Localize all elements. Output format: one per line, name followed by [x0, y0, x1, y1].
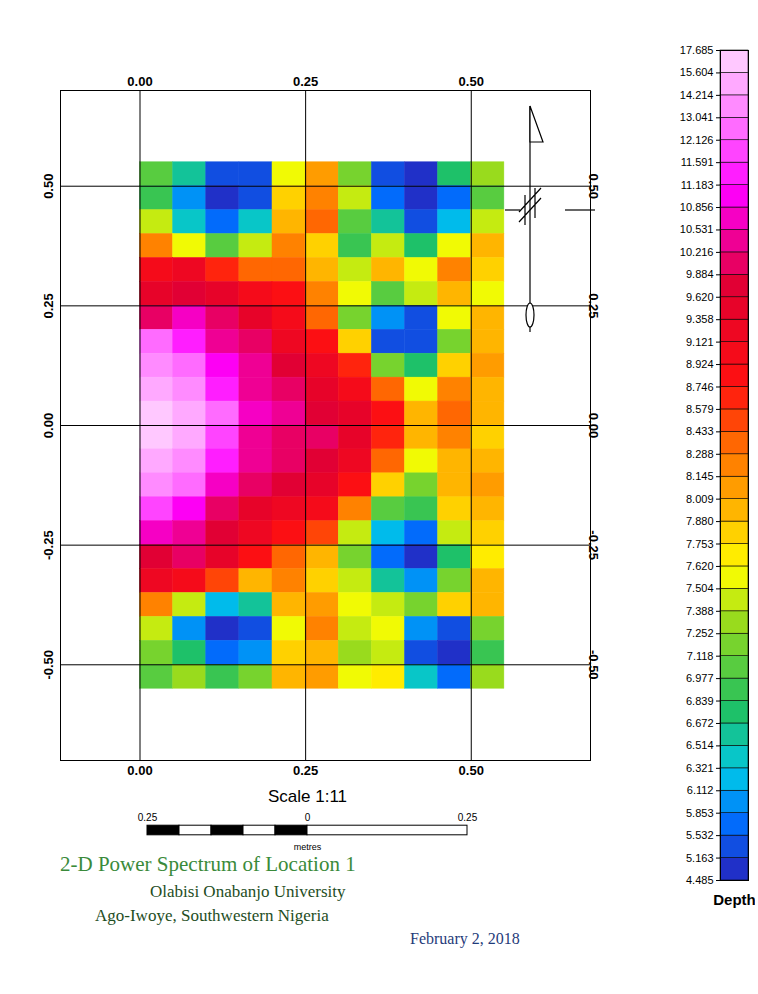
svg-text:13.041: 13.041	[680, 111, 714, 123]
svg-text:0.50: 0.50	[459, 74, 484, 89]
svg-text:9.884: 9.884	[686, 268, 714, 280]
svg-text:7.118: 7.118	[687, 650, 714, 662]
svg-text:0.00: 0.00	[41, 413, 56, 438]
svg-text:8.433: 8.433	[686, 425, 714, 437]
svg-text:7.880: 7.880	[686, 515, 714, 527]
svg-text:10.856: 10.856	[680, 201, 714, 213]
svg-text:metres: metres	[294, 842, 322, 852]
svg-text:7.620: 7.620	[686, 560, 714, 572]
svg-text:6.514: 6.514	[686, 739, 714, 751]
svg-text:11.183: 11.183	[681, 179, 714, 191]
svg-text:8.579: 8.579	[686, 403, 714, 415]
svg-text:8.924: 8.924	[686, 358, 714, 370]
svg-text:5.163: 5.163	[686, 852, 714, 864]
svg-text:0.25: 0.25	[293, 763, 318, 778]
svg-text:6.977: 6.977	[686, 672, 714, 684]
svg-text:7.252: 7.252	[686, 627, 714, 639]
svg-text:-0.25: -0.25	[41, 530, 56, 560]
svg-text:8.746: 8.746	[686, 381, 714, 393]
svg-text:0.00: 0.00	[127, 74, 152, 89]
svg-text:0.50: 0.50	[459, 763, 484, 778]
svg-text:0.50: 0.50	[586, 174, 601, 199]
svg-text:0: 0	[305, 812, 311, 823]
svg-text:0.25: 0.25	[586, 293, 601, 318]
svg-text:Depth: Depth	[713, 891, 755, 908]
html-text:Ago-Iwoye, Southwestern Nigeri: Ago-Iwoye, Southwestern Nigeria	[95, 906, 329, 925]
svg-text:0.00: 0.00	[586, 413, 601, 438]
svg-text:9.620: 9.620	[686, 291, 714, 303]
svg-text:5.853: 5.853	[686, 807, 714, 819]
svg-text:11.591: 11.591	[681, 156, 714, 168]
html-text:Scale 1:11: Scale 1:11	[268, 787, 348, 806]
svg-text:-0.25: -0.25	[586, 530, 601, 560]
html-text:Olabisi Onabanjo University: Olabisi Onabanjo University	[150, 882, 346, 901]
svg-text:0.50: 0.50	[41, 174, 56, 199]
html-text:2-D Power Spectrum of Location: 2-D Power Spectrum of Location 1	[60, 852, 356, 876]
svg-text:9.358: 9.358	[686, 313, 714, 325]
svg-text:-0.50: -0.50	[586, 650, 601, 680]
svg-text:0.00: 0.00	[127, 763, 152, 778]
svg-text:7.753: 7.753	[686, 538, 714, 550]
svg-text:17.685: 17.685	[680, 44, 714, 56]
svg-text:6.321: 6.321	[686, 762, 714, 774]
svg-text:8.288: 8.288	[686, 448, 714, 460]
svg-text:5.532: 5.532	[686, 829, 714, 841]
svg-text:10.531: 10.531	[680, 223, 714, 235]
svg-text:7.504: 7.504	[686, 582, 714, 594]
svg-text:4.485: 4.485	[686, 874, 714, 886]
svg-text:0.25: 0.25	[458, 812, 478, 823]
svg-text:0.25: 0.25	[41, 293, 56, 318]
svg-text:8.009: 8.009	[686, 493, 714, 505]
svg-text:0.25: 0.25	[138, 812, 158, 823]
svg-text:15.604: 15.604	[680, 66, 714, 78]
svg-text:6.112: 6.112	[687, 784, 714, 796]
html-text:February 2, 2018: February 2, 2018	[410, 930, 520, 947]
svg-text:12.126: 12.126	[680, 134, 714, 146]
svg-text:6.839: 6.839	[686, 695, 714, 707]
svg-text:-0.50: -0.50	[41, 650, 56, 680]
svg-text:9.121: 9.121	[686, 336, 714, 348]
svg-text:14.214: 14.214	[680, 89, 714, 101]
svg-text:6.672: 6.672	[686, 717, 714, 729]
svg-text:8.145: 8.145	[686, 470, 714, 482]
svg-text:0.25: 0.25	[293, 74, 318, 89]
svg-text:7.388: 7.388	[686, 605, 714, 617]
svg-text:10.216: 10.216	[680, 246, 714, 258]
